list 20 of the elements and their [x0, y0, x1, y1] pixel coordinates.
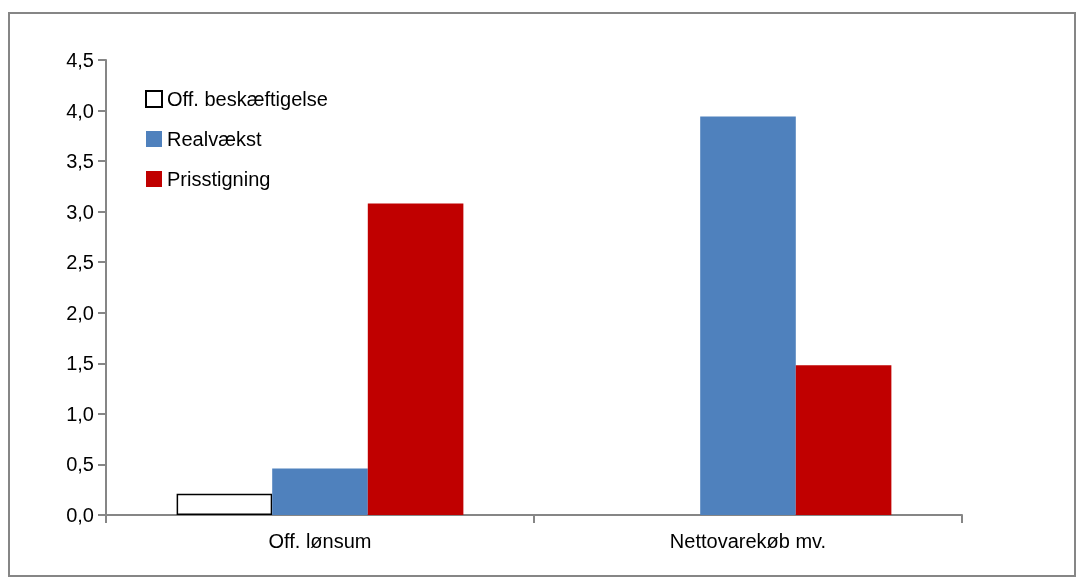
bar	[367, 203, 464, 515]
x-tick-label: Off. lønsum	[268, 530, 372, 552]
y-tick-label: 3,5	[66, 150, 94, 173]
legend-label: Realvækst	[167, 128, 262, 150]
bar	[795, 365, 892, 515]
y-tick-label: 1,5	[66, 352, 94, 375]
bar	[176, 493, 273, 515]
legend-label: Prisstigning	[167, 168, 271, 190]
legend-label: Off. beskæftigelse	[167, 88, 328, 110]
y-tick-label: 4,0	[66, 99, 94, 122]
bar	[700, 116, 796, 515]
y-tick-label: 1,0	[66, 402, 94, 425]
y-tick-label: 0,5	[66, 453, 94, 476]
x-tick-label: Nettovarekøb mv.	[669, 530, 827, 552]
y-tick-label: 4,5	[66, 49, 94, 71]
y-tick-label: 2,0	[66, 301, 94, 324]
bar	[272, 468, 368, 515]
y-tick-label: 3,0	[66, 200, 94, 223]
y-tick-label: 2,5	[66, 251, 94, 274]
y-tick-label: 0,0	[66, 504, 94, 526]
